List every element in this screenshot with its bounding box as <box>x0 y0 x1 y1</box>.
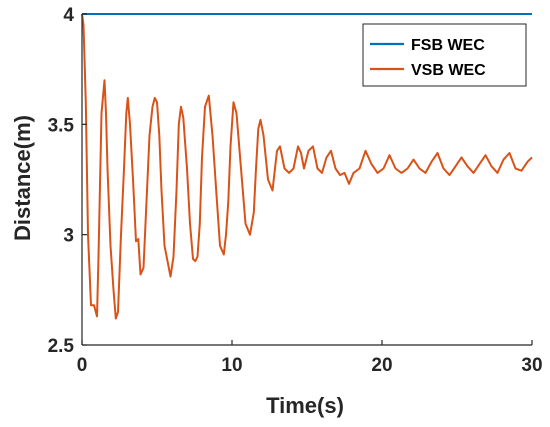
legend-box <box>362 23 527 87</box>
plot-area <box>81 13 533 320</box>
legend-label-vsb: VSB WEC <box>411 62 486 79</box>
y-tick-label: 2.5 <box>48 336 75 357</box>
series-line-vsb <box>81 13 533 320</box>
x-axis-label: Time(s) <box>266 393 344 418</box>
y-tick-label: 4 <box>63 5 74 26</box>
x-tick-label: 0 <box>77 355 88 376</box>
y-tick-label: 3 <box>63 226 74 247</box>
x-tick-label: 10 <box>221 355 242 376</box>
legend: FSB WEC VSB WEC <box>362 23 527 87</box>
x-tick-label: 20 <box>371 355 392 376</box>
x-tick-label: 30 <box>521 355 542 376</box>
axes: 0 10 20 30 2.5 3 3.5 4 <box>48 5 543 376</box>
y-axis-label: Distance(m) <box>10 115 35 241</box>
y-tick-label: 3.5 <box>48 115 75 136</box>
legend-label-fsb: FSB WEC <box>411 37 485 54</box>
